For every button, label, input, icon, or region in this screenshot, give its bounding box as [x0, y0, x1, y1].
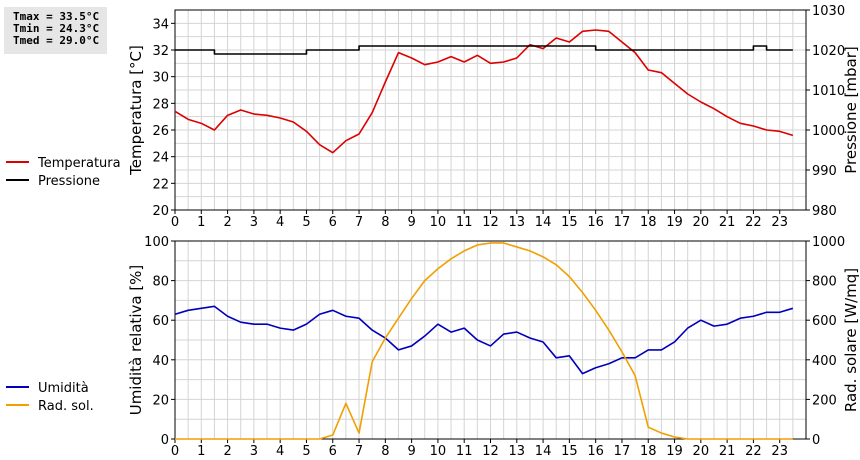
legend-label: Pressione [38, 174, 100, 189]
x-tick-label: 21 [719, 215, 736, 230]
x-tick-label: 11 [456, 444, 473, 459]
x-tick-label: 8 [381, 215, 389, 230]
y-tick-label: 30 [152, 71, 169, 86]
tmed-label: Tmed = 29.0°C [13, 34, 100, 47]
y2-tick-label: 1030 [812, 4, 845, 19]
x-tick-label: 13 [509, 215, 526, 230]
legend-label: Umidità [38, 381, 89, 396]
x-tick-label: 7 [355, 444, 363, 459]
y2-tick-label: 1020 [812, 44, 845, 59]
x-tick-label: 12 [482, 215, 499, 230]
x-tick-label: 3 [250, 444, 258, 459]
y-tick-label: 26 [152, 124, 169, 139]
x-tick-label: 14 [535, 444, 552, 459]
x-tick-label: 16 [587, 444, 604, 459]
x-tick-label: 19 [666, 215, 683, 230]
x-tick-label: 5 [302, 215, 310, 230]
y2-tick-label: 980 [812, 204, 837, 219]
x-tick-label: 10 [430, 444, 447, 459]
x-tick-label: 16 [587, 215, 604, 230]
y-tick-label: 28 [152, 97, 169, 112]
y-tick-label: 80 [152, 275, 169, 290]
y2-tick-label: 800 [812, 275, 837, 290]
x-tick-label: 2 [223, 444, 231, 459]
x-tick-label: 2 [223, 215, 231, 230]
y-tick-label: 40 [152, 354, 169, 369]
x-tick-label: 14 [535, 215, 552, 230]
x-tick-label: 7 [355, 215, 363, 230]
x-tick-label: 5 [302, 444, 310, 459]
x-tick-label: 6 [329, 215, 337, 230]
y-tick-label: 20 [152, 204, 169, 219]
y2-axis-label: Pressione [mbar] [842, 46, 860, 174]
series-line-pressione [175, 45, 793, 55]
y-tick-label: 100 [144, 235, 169, 250]
y2-tick-label: 1000 [812, 124, 845, 139]
stats-box: Tmax = 33.5°C Tmin = 24.3°C Tmed = 29.0°… [4, 7, 107, 54]
x-tick-label: 8 [381, 444, 389, 459]
x-tick-label: 17 [614, 444, 631, 459]
x-tick-label: 4 [276, 215, 284, 230]
y2-tick-label: 1010 [812, 84, 845, 99]
y2-tick-label: 990 [812, 164, 837, 179]
y-tick-label: 0 [161, 433, 169, 448]
x-tick-label: 1 [197, 444, 205, 459]
x-tick-label: 15 [561, 444, 578, 459]
y-tick-label: 24 [152, 151, 169, 166]
y-axis-label: Umidità relativa [%] [127, 265, 145, 416]
y-tick-label: 32 [152, 44, 169, 59]
series-line-temperatura [174, 29, 794, 154]
x-tick-label: 10 [430, 215, 447, 230]
x-tick-label: 19 [666, 444, 683, 459]
x-tick-label: 0 [171, 215, 179, 230]
x-tick-label: 20 [693, 444, 710, 459]
tmax-label: Tmax = 33.5°C [13, 10, 100, 23]
y2-axis-label: Rad. solare [W/mq] [842, 268, 860, 412]
x-tick-label: 11 [456, 215, 473, 230]
y-tick-label: 22 [152, 177, 169, 192]
x-tick-label: 21 [719, 444, 736, 459]
x-tick-label: 18 [640, 444, 657, 459]
x-tick-label: 3 [250, 215, 258, 230]
y-tick-label: 60 [152, 314, 169, 329]
y2-tick-label: 0 [812, 433, 820, 448]
series-line-rad-sol [175, 242, 793, 440]
y2-tick-label: 400 [812, 354, 837, 369]
x-tick-label: 4 [276, 444, 284, 459]
y-tick-label: 20 [152, 393, 169, 408]
x-tick-label: 1 [197, 215, 205, 230]
y-tick-label: 34 [152, 17, 169, 32]
x-tick-label: 22 [745, 444, 762, 459]
x-tick-label: 9 [407, 215, 415, 230]
x-tick-label: 23 [771, 215, 788, 230]
x-tick-label: 20 [693, 215, 710, 230]
series-line-umidit [174, 305, 794, 375]
y2-tick-label: 200 [812, 393, 837, 408]
y-axis-label: Temperatura [°C] [127, 45, 145, 176]
x-tick-label: 12 [482, 444, 499, 459]
x-tick-label: 23 [771, 444, 788, 459]
x-tick-label: 6 [329, 444, 337, 459]
y2-tick-label: 1000 [812, 235, 845, 250]
x-tick-label: 15 [561, 215, 578, 230]
x-tick-label: 22 [745, 215, 762, 230]
tmin-label: Tmin = 24.3°C [13, 22, 100, 35]
x-tick-label: 0 [171, 444, 179, 459]
x-tick-label: 17 [614, 215, 631, 230]
x-tick-label: 18 [640, 215, 657, 230]
y2-tick-label: 600 [812, 314, 837, 329]
legend-label: Rad. sol. [38, 399, 94, 414]
x-tick-label: 9 [407, 444, 415, 459]
legend-label: Temperatura [37, 156, 121, 171]
x-tick-label: 13 [509, 444, 526, 459]
